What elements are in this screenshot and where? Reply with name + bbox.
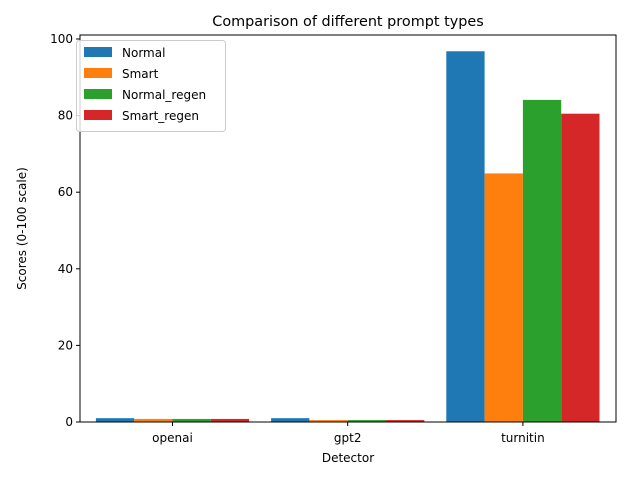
legend-label-smart-regen: Smart_regen xyxy=(122,109,199,123)
y-tick-label: 20 xyxy=(58,338,73,352)
bar-normal-regen-turnitin xyxy=(522,99,562,423)
bar-smart-regen-openai xyxy=(210,418,250,422)
bar-smart-regen-gpt2 xyxy=(386,420,425,422)
y-tick-label: 80 xyxy=(58,109,73,123)
y-tick-label: 0 xyxy=(65,415,73,429)
x-axis: openai gpt2 turnitin xyxy=(152,422,545,445)
legend-label-smart: Smart xyxy=(122,67,159,81)
bar-smart-gpt2 xyxy=(309,420,348,422)
x-tick-label-openai: openai xyxy=(152,431,193,445)
bar-normal-turnitin xyxy=(446,51,485,422)
legend-swatch-normal xyxy=(84,47,112,57)
bar-normal-regen-gpt2 xyxy=(347,420,386,422)
bar-normal-regen-openai xyxy=(172,418,211,422)
x-tick-label-turnitin: turnitin xyxy=(501,431,545,445)
bar-smart-turnitin xyxy=(484,173,523,422)
bars-group xyxy=(95,51,600,423)
y-tick-label: 60 xyxy=(58,185,73,199)
legend: Normal Smart Normal_regen Smart_regen xyxy=(76,40,226,132)
x-tick-label-gpt2: gpt2 xyxy=(334,431,362,445)
bar-smart-openai xyxy=(134,418,173,422)
bar-smart-regen-turnitin xyxy=(561,113,600,422)
bar-normal-openai xyxy=(95,418,135,422)
y-axis-label: Scores (0-100 scale) xyxy=(15,167,29,290)
y-axis: 0 20 40 60 80 100 xyxy=(50,32,80,429)
legend-label-normal-regen: Normal_regen xyxy=(122,88,206,102)
chart-title: Comparison of different prompt types xyxy=(212,14,483,30)
legend-swatch-normal-regen xyxy=(84,89,112,99)
x-axis-label: Detector xyxy=(322,451,374,465)
legend-label-normal: Normal xyxy=(122,46,165,60)
y-tick-label: 100 xyxy=(50,32,73,46)
y-tick-label: 40 xyxy=(58,262,73,276)
legend-swatch-smart xyxy=(84,68,112,78)
legend-swatch-smart-regen xyxy=(84,110,112,120)
legend-box xyxy=(76,40,226,132)
bar-normal-gpt2 xyxy=(271,418,310,422)
